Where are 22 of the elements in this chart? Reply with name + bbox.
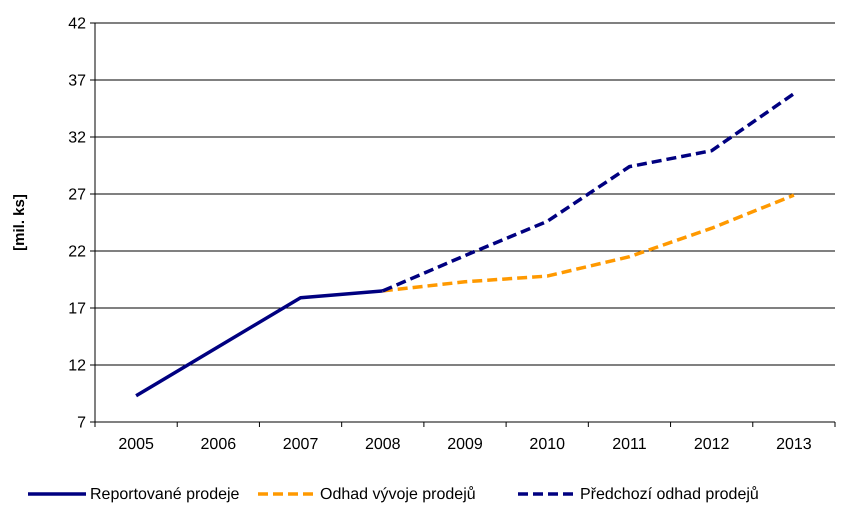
x-tick-label: 2009 [447, 436, 483, 453]
x-tick-label: 2008 [364, 436, 401, 453]
y-tick-label: 17 [68, 300, 86, 318]
y-tick-label: 27 [68, 186, 86, 204]
y-tick-label: 7 [77, 414, 86, 432]
y-tick-label: 37 [68, 72, 86, 90]
x-tick-label: 2006 [200, 436, 236, 453]
y-tick-label: 32 [68, 130, 86, 147]
y-axis-title: [mil. ks] [11, 194, 28, 251]
x-tick-label: 2010 [529, 436, 566, 453]
x-tick-label: 2007 [282, 436, 318, 453]
line-series [381, 193, 796, 293]
y-tick-label: 22 [68, 244, 86, 261]
x-tick-label: 2013 [776, 436, 812, 453]
x-tick-label: 2005 [118, 436, 154, 453]
legend-label: Reportované prodeje [90, 486, 240, 503]
x-tick-label: 2011 [612, 436, 647, 453]
x-tick-label: 2012 [694, 436, 730, 453]
legend-label: Předchozí odhad prodejů [580, 486, 759, 503]
y-tick-label: 12 [68, 358, 86, 375]
y-tick-label: 42 [68, 16, 86, 33]
legend-label: Odhad vývoje prodejů [320, 486, 476, 503]
